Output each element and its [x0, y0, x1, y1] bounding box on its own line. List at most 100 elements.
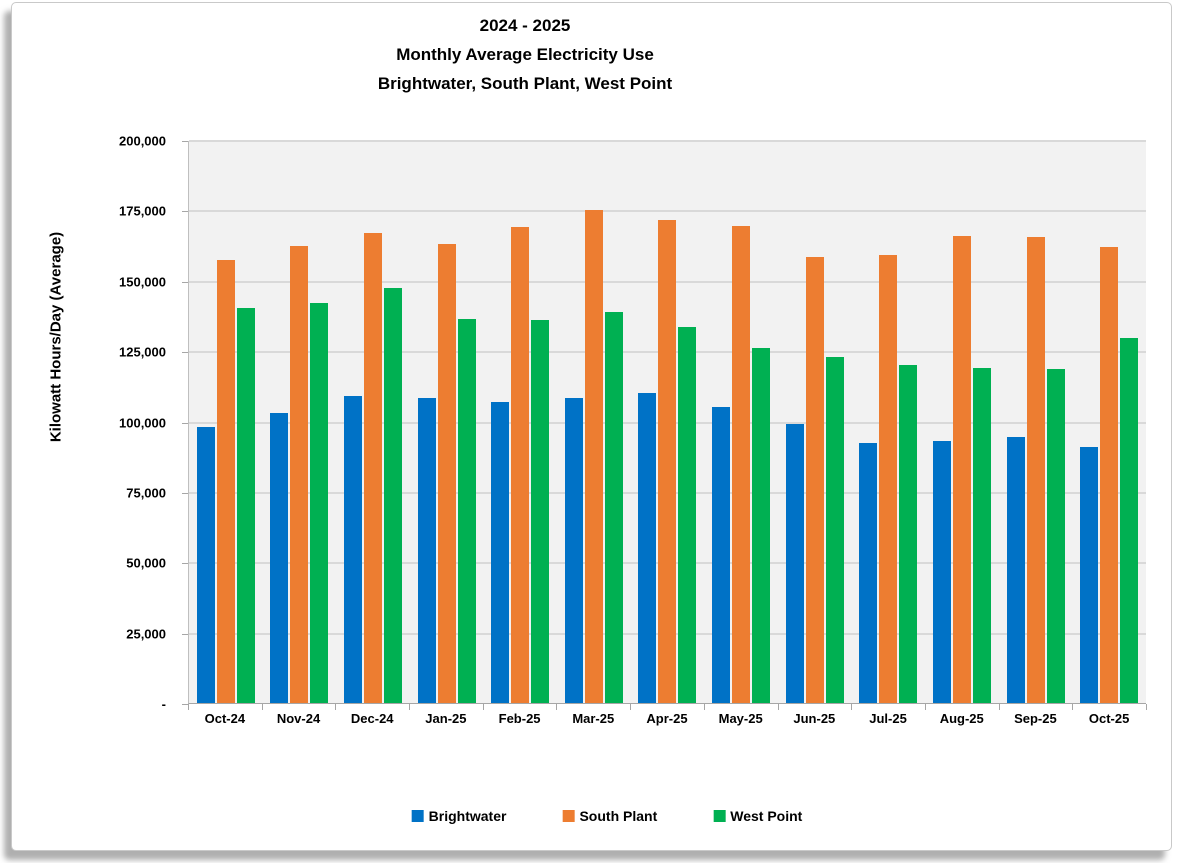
- x-tick-mark: [556, 704, 558, 710]
- bar-brightwater-apr-25: [638, 393, 657, 703]
- bar-south-plant-jul-25: [879, 255, 898, 703]
- x-label-mar-25: Mar-25: [572, 711, 615, 726]
- y-tick-mark: [182, 704, 188, 705]
- bar-west-point-jan-25: [457, 318, 476, 703]
- chart-title-line-1: 2024 - 2025: [479, 16, 571, 35]
- bar-west-point-oct-25: [1120, 338, 1139, 703]
- bar-south-plant-jun-25: [805, 256, 824, 703]
- x-label-feb-25: Feb-25: [498, 711, 541, 726]
- bar-brightwater-dec-24: [344, 396, 363, 703]
- bar-group-oct-24: [189, 141, 263, 703]
- y-tick-label: 50,000: [126, 555, 166, 571]
- x-tick-mark: [188, 704, 189, 710]
- chart-card: 2024 - 2025 Monthly Average Electricity …: [11, 2, 1172, 851]
- legend-label: Brightwater: [428, 808, 507, 824]
- y-tick-mark: [182, 492, 188, 494]
- bar-group-nov-24: [263, 141, 337, 703]
- y-tick-mark: [182, 211, 188, 213]
- bar-west-point-dec-24: [384, 287, 403, 703]
- bar-group-mar-25: [557, 141, 631, 703]
- bar-west-point-aug-25: [972, 368, 991, 703]
- x-label-jun-25: Jun-25: [793, 711, 836, 726]
- bar-south-plant-aug-25: [952, 235, 971, 703]
- bar-west-point-may-25: [752, 348, 771, 703]
- bar-west-point-jul-25: [899, 365, 918, 703]
- x-label-jul-25: Jul-25: [869, 711, 907, 726]
- bar-brightwater-oct-24: [196, 427, 215, 703]
- bar-brightwater-aug-25: [932, 441, 951, 703]
- x-label-oct-24: Oct-24: [204, 711, 246, 726]
- y-tick-mark: [182, 422, 188, 424]
- y-tick-label: 25,000: [126, 626, 166, 642]
- y-tick-label: 125,000: [119, 344, 166, 360]
- bar-west-point-mar-25: [604, 311, 623, 703]
- legend-item-south-plant: South Plant: [562, 808, 657, 824]
- y-tick-mark: [182, 633, 188, 635]
- bar-brightwater-jul-25: [859, 442, 878, 703]
- bar-south-plant-apr-25: [658, 220, 677, 703]
- y-tick-mark: [182, 281, 188, 283]
- bar-south-plant-may-25: [732, 225, 751, 703]
- x-label-aug-25: Aug-25: [939, 711, 984, 726]
- x-tick-mark: [482, 704, 484, 710]
- y-axis-title: Kilowatt Hours/Day (Average): [47, 231, 65, 443]
- bar-west-point-feb-25: [531, 320, 550, 703]
- bar-group-apr-25: [631, 141, 705, 703]
- x-tick-mark: [335, 704, 337, 710]
- y-tick-label: 175,000: [119, 203, 166, 219]
- bar-brightwater-mar-25: [564, 397, 583, 703]
- gridline: [189, 140, 1146, 142]
- bar-south-plant-dec-24: [364, 232, 383, 703]
- bar-west-point-apr-25: [678, 327, 697, 703]
- legend-swatch-icon: [562, 810, 575, 822]
- x-tick-mark: [777, 704, 779, 710]
- legend: Brightwater South Plant West Point: [411, 808, 802, 824]
- y-tick-label: -: [161, 696, 166, 712]
- bar-brightwater-jan-25: [417, 397, 436, 703]
- x-tick-mark: [851, 704, 853, 710]
- x-tick-mark: [1146, 704, 1147, 710]
- x-label-oct-25: Oct-25: [1088, 711, 1130, 726]
- x-label-dec-24: Dec-24: [350, 711, 394, 726]
- plot-area: [188, 140, 1146, 704]
- y-tick-mark: [182, 563, 188, 565]
- bar-south-plant-oct-24: [216, 259, 235, 703]
- bar-south-plant-feb-25: [511, 227, 530, 703]
- bar-west-point-oct-24: [236, 307, 255, 703]
- bar-brightwater-nov-24: [270, 413, 289, 703]
- bar-group-jun-25: [778, 141, 852, 703]
- x-label-apr-25: Apr-25: [646, 711, 688, 726]
- x-tick-mark: [998, 704, 1000, 710]
- legend-label: South Plant: [579, 808, 658, 824]
- bar-group-aug-25: [925, 141, 999, 703]
- bar-south-plant-sep-25: [1026, 237, 1045, 703]
- chart-title: 2024 - 2025 Monthly Average Electricity …: [378, 11, 672, 98]
- bar-group-feb-25: [483, 141, 557, 703]
- x-axis-labels: Oct-24 Nov-24 Dec-24 Jan-25 Feb-25 Mar-25 Apr-…: [188, 711, 1146, 726]
- bar-brightwater-oct-25: [1080, 446, 1099, 703]
- bar-group-oct-25: [1072, 141, 1146, 703]
- x-label-may-25: May-25: [718, 711, 763, 726]
- x-tick-mark: [1072, 704, 1074, 710]
- legend-item-brightwater: Brightwater: [411, 808, 507, 824]
- bar-brightwater-feb-25: [491, 401, 510, 703]
- y-tick-label: 75,000: [126, 485, 166, 501]
- legend-swatch-icon: [713, 810, 726, 822]
- legend-label: West Point: [730, 808, 803, 824]
- bar-group-jul-25: [851, 141, 925, 703]
- bar-south-plant-jan-25: [437, 244, 456, 703]
- bar-south-plant-mar-25: [584, 210, 603, 703]
- bar-west-point-sep-25: [1046, 369, 1065, 703]
- y-tick-label: 100,000: [119, 415, 166, 430]
- bar-brightwater-jun-25: [785, 424, 804, 703]
- bar-groups: [189, 141, 1146, 703]
- bar-west-point-nov-24: [310, 303, 329, 703]
- x-label-jan-25: Jan-25: [425, 711, 467, 726]
- gridline: [189, 210, 1146, 213]
- x-tick-mark: [261, 704, 263, 710]
- bar-west-point-jun-25: [825, 356, 844, 703]
- bar-group-dec-24: [336, 141, 410, 703]
- chart-title-line-2: Monthly Average Electricity Use: [396, 45, 654, 64]
- legend-item-west-point: West Point: [713, 808, 802, 824]
